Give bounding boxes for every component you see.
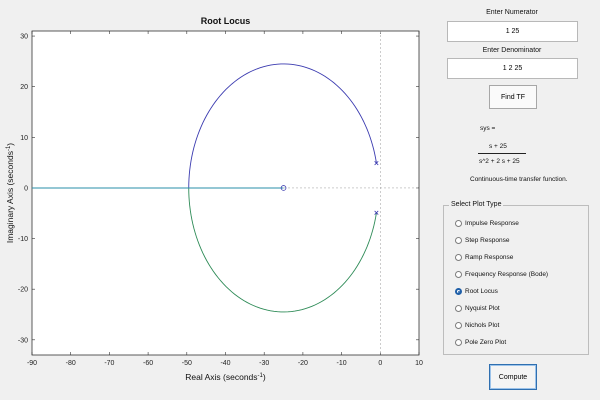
x-tick-label: -70 xyxy=(104,360,114,367)
plot-type-title: Select Plot Type xyxy=(449,201,504,208)
radio-selected-icon[interactable] xyxy=(455,288,462,295)
y-tick-label: 10 xyxy=(20,135,28,142)
y-tick-label: 20 xyxy=(20,84,28,91)
find-tf-button[interactable]: Find TF xyxy=(489,85,537,109)
plot-type-option-label: Root Locus xyxy=(465,288,498,295)
numerator-input[interactable]: 1 25 xyxy=(447,21,578,42)
x-tick-label: 0 xyxy=(378,360,382,367)
root-locus-plot: Root Locus -90 -80 -70 -60 -50 -40 -30 -20 -10 0 10… xyxy=(5,16,423,382)
x-tick-label: -60 xyxy=(143,360,153,367)
x-tick-label: -20 xyxy=(298,360,308,367)
plot-type-option[interactable]: Nyquist Plot xyxy=(455,305,500,312)
plot-type-option-label: Step Response xyxy=(465,237,510,244)
y-tick-label: -20 xyxy=(18,287,28,294)
plot-type-option[interactable]: Step Response xyxy=(455,237,509,244)
x-tick-label: -30 xyxy=(259,360,269,367)
pole-marker xyxy=(374,210,379,215)
locus-branch-lower xyxy=(188,187,377,313)
chart-title: Root Locus xyxy=(201,16,251,26)
radio-unselected-icon[interactable] xyxy=(455,220,462,227)
plot-type-option-label: Impulse Response xyxy=(465,220,519,227)
y-tick-label: -10 xyxy=(18,236,28,243)
denominator-input[interactable]: 1 2 25 xyxy=(447,58,578,79)
radio-unselected-icon[interactable] xyxy=(455,237,462,244)
plot-type-option[interactable]: Pole Zero Plot xyxy=(455,339,506,346)
tf-denominator: s^2 + 2 s + 25 xyxy=(479,158,520,165)
pole-marker xyxy=(374,161,379,166)
plot-type-option-label: Ramp Response xyxy=(465,254,514,261)
plot-type-option-label: Frequency Response (Bode) xyxy=(465,271,549,278)
plot-area xyxy=(31,30,420,356)
radio-unselected-icon[interactable] xyxy=(455,339,462,346)
radio-unselected-icon[interactable] xyxy=(455,271,462,278)
denominator-label: Enter Denominator xyxy=(482,47,542,54)
plot-type-option[interactable]: Root Locus xyxy=(455,288,498,295)
plot-type-option[interactable]: Impulse Response xyxy=(455,220,519,227)
plot-type-option[interactable]: Frequency Response (Bode) xyxy=(455,271,548,278)
tf-caption: Continuous-time transfer function. xyxy=(470,176,568,183)
plot-type-option-label: Nichols Plot xyxy=(465,322,500,329)
radio-unselected-icon[interactable] xyxy=(455,305,462,312)
radio-unselected-icon[interactable] xyxy=(455,322,462,329)
locus-branch-upper xyxy=(188,63,377,188)
y-tick-label: 0 xyxy=(24,185,28,192)
x-tick-label: -40 xyxy=(220,360,230,367)
x-tick-label: -10 xyxy=(337,360,347,367)
plot-type-option[interactable]: Ramp Response xyxy=(455,254,513,261)
x-tick-label: 10 xyxy=(415,360,423,367)
y-tick-label: 30 xyxy=(20,34,28,41)
zero-marker xyxy=(280,185,287,191)
x-tick-label: -80 xyxy=(66,360,76,367)
numerator-label: Enter Numerator xyxy=(486,9,538,16)
y-tick-label: -30 xyxy=(18,337,28,344)
plot-type-option[interactable]: Nichols Plot xyxy=(455,322,499,329)
radio-unselected-icon[interactable] xyxy=(455,254,462,261)
plot-type-option-label: Pole Zero Plot xyxy=(465,339,507,346)
x-axis-label: Real Axis (seconds-1) xyxy=(185,372,266,382)
plot-type-panel: Select Plot Type Impulse Response Step Re… xyxy=(443,201,589,355)
plot-type-option-label: Nyquist Plot xyxy=(465,305,500,312)
y-axis-label: Imaginary Axis (seconds-1) xyxy=(5,143,15,243)
compute-button[interactable]: Compute xyxy=(489,364,537,390)
tf-numerator: s + 25 xyxy=(489,143,507,150)
x-tick-label: -50 xyxy=(182,360,192,367)
sys-label: sys = xyxy=(480,125,496,132)
tf-fraction-bar xyxy=(478,153,526,154)
x-tick-label: -90 xyxy=(27,360,37,367)
